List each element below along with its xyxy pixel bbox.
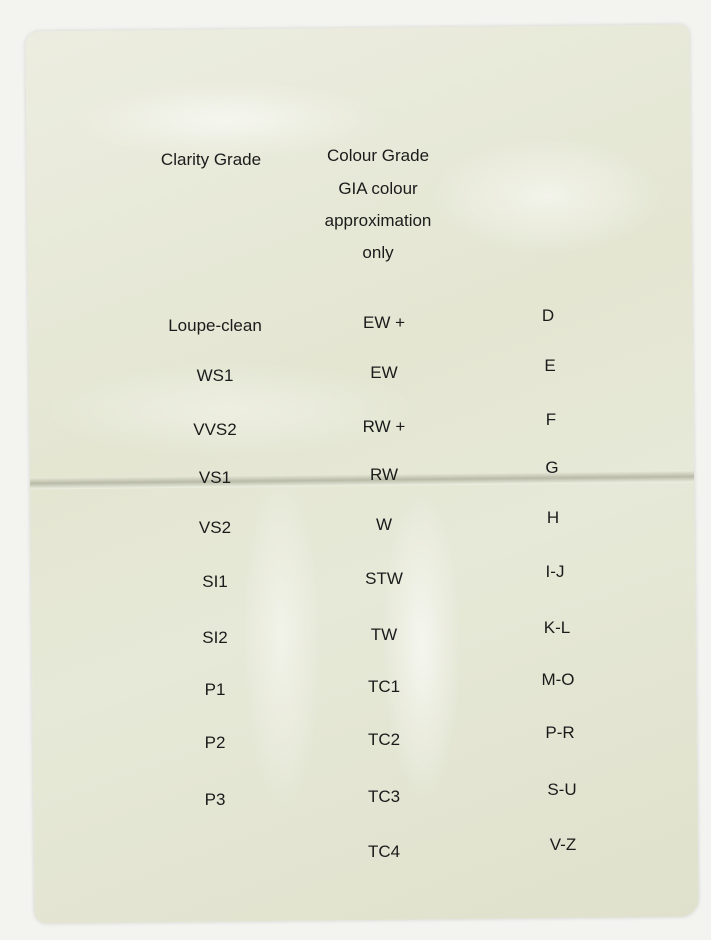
- clarity-grade-cell: SI2: [202, 628, 228, 647]
- colour-grade-cell: TC4: [367, 842, 401, 861]
- colour-header-line: only: [362, 243, 394, 262]
- gia-grade-cell: M-O: [541, 670, 575, 689]
- gia-grade-cell: H: [546, 508, 560, 527]
- gia-grade-cell: F: [545, 410, 557, 429]
- clarity-grade-cell: P3: [204, 790, 226, 809]
- colour-header-line: GIA colour: [338, 179, 418, 198]
- gia-grade-cell: S-U: [547, 780, 577, 799]
- colour-header-line: Colour Grade: [326, 146, 430, 165]
- clarity-grade-cell: VVS2: [193, 420, 237, 439]
- gia-grade-cell: E: [544, 356, 556, 375]
- colour-grade-cell: RW +: [362, 417, 406, 436]
- gia-grade-cell: G: [545, 458, 559, 477]
- clarity-grade-cell: VS1: [198, 468, 232, 487]
- clarity-grade-cell: VS2: [198, 518, 232, 537]
- colour-grade-cell: TW: [370, 625, 398, 644]
- colour-header-line: approximation: [324, 211, 432, 230]
- colour-grade-cell: TC3: [367, 787, 401, 806]
- gia-grade-cell: D: [541, 306, 555, 325]
- gia-grade-cell: V-Z: [549, 835, 577, 854]
- colour-grade-cell: TC1: [367, 677, 401, 696]
- colour-grade-cell: EW: [370, 363, 398, 382]
- colour-grade-cell: EW +: [362, 313, 406, 332]
- colour-grade-cell: W: [375, 515, 393, 534]
- clarity-header: Clarity Grade: [160, 150, 262, 169]
- colour-grade-cell: RW: [369, 465, 399, 484]
- clarity-grade-cell: WS1: [196, 366, 234, 385]
- gia-grade-cell: K-L: [543, 618, 571, 637]
- clarity-grade-cell: SI1: [202, 572, 228, 591]
- clarity-grade-cell: P2: [204, 733, 226, 752]
- clarity-grade-cell: Loupe-clean: [168, 316, 262, 335]
- colour-grade-cell: STW: [365, 569, 403, 588]
- clarity-grade-cell: P1: [204, 680, 226, 699]
- gia-grade-cell: I-J: [545, 562, 565, 581]
- colour-grade-cell: TC2: [367, 730, 401, 749]
- gia-grade-cell: P-R: [545, 723, 575, 742]
